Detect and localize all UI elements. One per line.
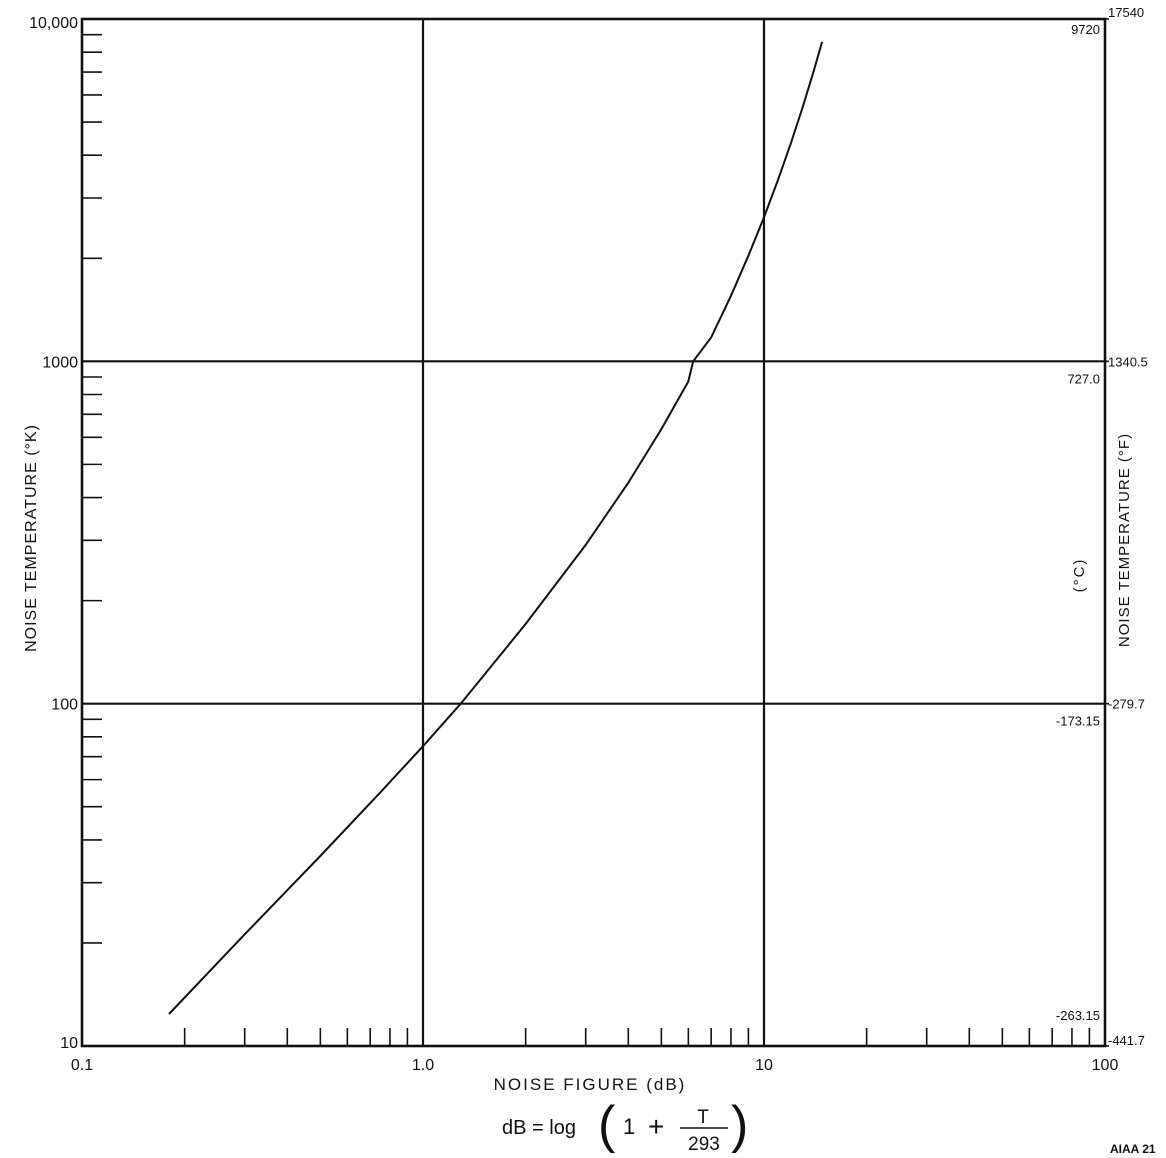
axis-ticks bbox=[82, 18, 1109, 1047]
formula-open-paren: ( bbox=[598, 1096, 616, 1154]
formula-numerator: T bbox=[697, 1107, 709, 1128]
formula: dB = log ( 1 + T 293 ) bbox=[502, 1096, 748, 1155]
tick-labels: 0.1 1.0 10 100 10 100 1000 10,000 17540 1340.5 -27… bbox=[29, 5, 1148, 1074]
x-tick-label: 100 bbox=[1092, 1057, 1119, 1074]
y-tick-label: 1000 bbox=[42, 354, 78, 371]
plot-frame bbox=[80, 17, 1107, 1048]
formula-one: 1 bbox=[623, 1114, 635, 1139]
right-f-label: -279.7 bbox=[1108, 697, 1145, 712]
y-axis-title-celsius: (°C) bbox=[1071, 558, 1088, 593]
right-f-label: 1340.5 bbox=[1108, 354, 1148, 369]
y-tick-label: 10,000 bbox=[29, 15, 78, 32]
right-f-label: -441.7 bbox=[1108, 1033, 1145, 1048]
right-c-label: -173.15 bbox=[1056, 714, 1100, 729]
y-axis-title-right: NOISE TEMPERATURE (°F) bbox=[1116, 433, 1133, 647]
formula-denominator: 293 bbox=[688, 1134, 720, 1155]
right-f-label: 17540 bbox=[1108, 5, 1144, 20]
right-c-label: -263.15 bbox=[1056, 1008, 1100, 1023]
grid-lines bbox=[82, 19, 1105, 1046]
x-tick-label: 0.1 bbox=[71, 1057, 93, 1074]
right-c-label: 727.0 bbox=[1067, 371, 1100, 386]
right-c-label: 9720 bbox=[1071, 22, 1100, 37]
formula-close-paren: ) bbox=[731, 1096, 748, 1154]
y-axis-title-left: NOISE TEMPERATURE (°K) bbox=[23, 424, 40, 652]
x-tick-label: 1.0 bbox=[412, 1057, 434, 1074]
x-axis-title: NOISE FIGURE (dB) bbox=[494, 1075, 687, 1094]
figure-id: AIAA 21 bbox=[1110, 1142, 1156, 1156]
y-tick-label: 100 bbox=[51, 697, 78, 714]
formula-lhs: dB = log bbox=[502, 1117, 576, 1139]
x-tick-label: 10 bbox=[755, 1057, 773, 1074]
noise-figure-curve bbox=[168, 41, 824, 1015]
formula-plus: + bbox=[648, 1111, 664, 1142]
y-tick-label: 10 bbox=[60, 1035, 78, 1052]
